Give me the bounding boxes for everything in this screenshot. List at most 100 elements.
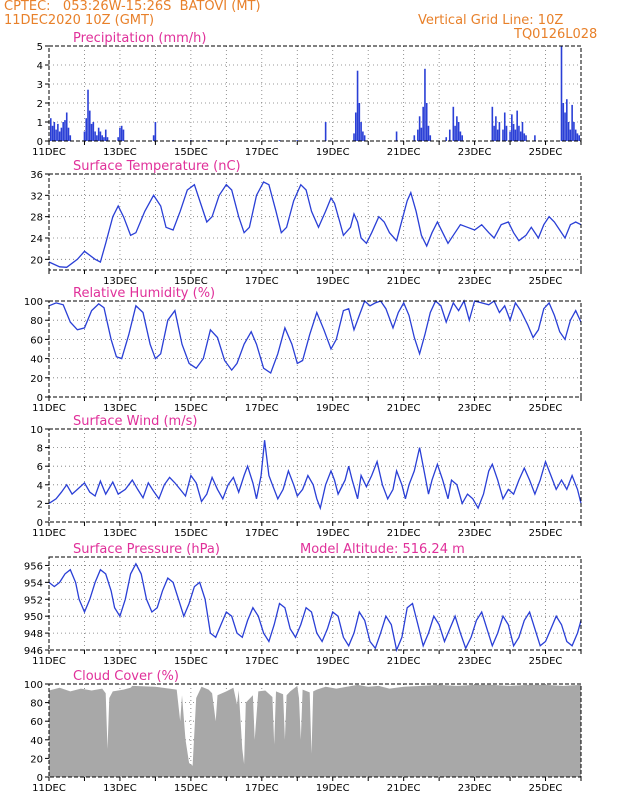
- precip-bar: [560, 46, 563, 141]
- precip-bar: [493, 125, 495, 141]
- precip-bar: [363, 135, 366, 141]
- precip-bar: [94, 131, 96, 141]
- x-tick-label: 23DEC: [458, 276, 492, 287]
- precip-bar: [518, 125, 520, 141]
- precip-bar: [509, 131, 511, 141]
- wind-line: [48, 440, 582, 511]
- pressure-panel: 946 948 950 952 954 956 11DEC 13DEC 15DEC 17DEC 19…: [24, 542, 582, 667]
- y-tick-label: 0: [37, 518, 43, 529]
- precip-bar: [578, 135, 581, 141]
- plot-frame: [48, 173, 582, 271]
- precip-bar: [92, 122, 95, 141]
- precip-bar: [53, 122, 56, 141]
- precip-bar: [97, 127, 100, 141]
- precip-bar: [51, 125, 54, 141]
- x-tick-label: 17DEC: [245, 276, 279, 287]
- cloud-panel: 0 20 40 60 80 100 11DEC 13DEC 15DEC 17DEC 19DEC 21D…: [24, 669, 582, 794]
- x-tick-label: 11DEC: [32, 403, 66, 414]
- precip-bar: [429, 135, 432, 141]
- y-tick-label: 10: [30, 425, 43, 436]
- precip-bar: [511, 114, 513, 141]
- y-tick-label: 20: [30, 374, 43, 385]
- x-tick-label: 21DEC: [387, 656, 421, 667]
- x-tick-label: 23DEC: [458, 656, 492, 667]
- precip-bar: [448, 129, 451, 141]
- x-tick-label: 13DEC: [103, 783, 137, 794]
- y-tick-label: 24: [30, 234, 43, 245]
- precip-bar: [495, 116, 497, 141]
- y-tick-label: 3: [37, 80, 43, 91]
- precip-bar: [569, 129, 572, 141]
- y-tick-label: 80: [30, 316, 43, 327]
- x-tick-label: 23DEC: [458, 147, 492, 158]
- x-tick-label: 23DEC: [458, 403, 492, 414]
- plot-frame: [48, 428, 582, 523]
- precip-bar: [422, 106, 424, 141]
- precip-bar: [496, 129, 499, 141]
- precip-bar: [418, 116, 421, 141]
- cloud-area: [49, 684, 581, 777]
- precip-bar: [454, 125, 456, 141]
- x-tick-label: 13DEC: [103, 656, 137, 667]
- precip-bar: [67, 127, 70, 141]
- precip-bar: [278, 140, 281, 141]
- precip-bar: [324, 122, 327, 141]
- precip-bar: [103, 137, 105, 141]
- precip-panel: 0 1 2 3 4 5 11DEC 13DEC 15DEC 17DEC 19DEC 21DEC 23DE…: [32, 31, 582, 158]
- model-altitude: Model Altitude: 516.24 m: [300, 542, 465, 557]
- y-tick-label: 946: [24, 646, 43, 657]
- precip-bar: [514, 129, 517, 141]
- y-tick-label: 2: [37, 499, 43, 510]
- precip-bar: [562, 103, 565, 141]
- precip-bar: [534, 135, 536, 141]
- temp-panel: 20 24 28 32 36 13DEC 15DEC 17DEC 19DEC 21DEC 23DEC…: [30, 159, 582, 287]
- x-tick-label: 11DEC: [32, 147, 66, 158]
- precip-bar: [566, 99, 568, 141]
- precip-bar: [491, 106, 494, 141]
- y-tick-label: 6: [37, 462, 43, 473]
- precip-bar: [521, 122, 524, 141]
- precip-bar: [424, 68, 426, 141]
- x-tick-label: 19DEC: [316, 783, 350, 794]
- precip-bar: [64, 120, 66, 141]
- precip-bar: [505, 125, 508, 141]
- y-tick-label: 8: [37, 444, 43, 455]
- precip-bar: [65, 112, 68, 141]
- precip-bar: [498, 122, 501, 141]
- x-tick-label: 21DEC: [387, 403, 421, 414]
- x-tick-label: 19DEC: [316, 276, 350, 287]
- x-tick-label: 15DEC: [174, 147, 208, 158]
- precip-bar: [296, 140, 299, 141]
- x-tick-label: 25DEC: [529, 656, 563, 667]
- wind-title: Surface Wind (m/s): [73, 414, 197, 429]
- x-tick-label: 13DEC: [103, 147, 137, 158]
- rh-line: [48, 299, 582, 375]
- y-tick-label: 100: [24, 680, 43, 691]
- grid-note: Vertical Grid Line: 10Z: [418, 13, 564, 28]
- y-tick-label: 1: [37, 118, 43, 129]
- x-tick-label: 17DEC: [245, 528, 279, 539]
- precip-bar: [88, 110, 91, 141]
- plot-frame: [48, 683, 582, 778]
- precip-bar: [152, 135, 155, 141]
- precip-bar: [154, 122, 157, 141]
- x-tick-label: 25DEC: [529, 276, 563, 287]
- x-tick-label: 21DEC: [387, 783, 421, 794]
- x-tick-label: 13DEC: [103, 528, 137, 539]
- x-tick-label: 11DEC: [32, 528, 66, 539]
- y-tick-label: 948: [24, 629, 43, 640]
- precip-bar: [576, 133, 579, 141]
- y-tick-label: 4: [37, 61, 43, 72]
- precip-bar: [117, 137, 119, 141]
- precip-bar: [55, 129, 57, 141]
- x-tick-label: 25DEC: [529, 403, 563, 414]
- x-tick-label: 21DEC: [387, 147, 421, 158]
- wind-panel: 0 2 4 6 8 10 11DEC 13DEC 15DEC 17DEC 19DEC 21DEC 23D…: [30, 414, 582, 539]
- precip-bar: [83, 131, 86, 141]
- precip-bar: [457, 122, 460, 141]
- y-tick-label: 4: [37, 481, 43, 492]
- x-tick-label: 11DEC: [32, 656, 66, 667]
- pressure-line: [48, 562, 582, 653]
- y-tick-label: 40: [30, 355, 43, 366]
